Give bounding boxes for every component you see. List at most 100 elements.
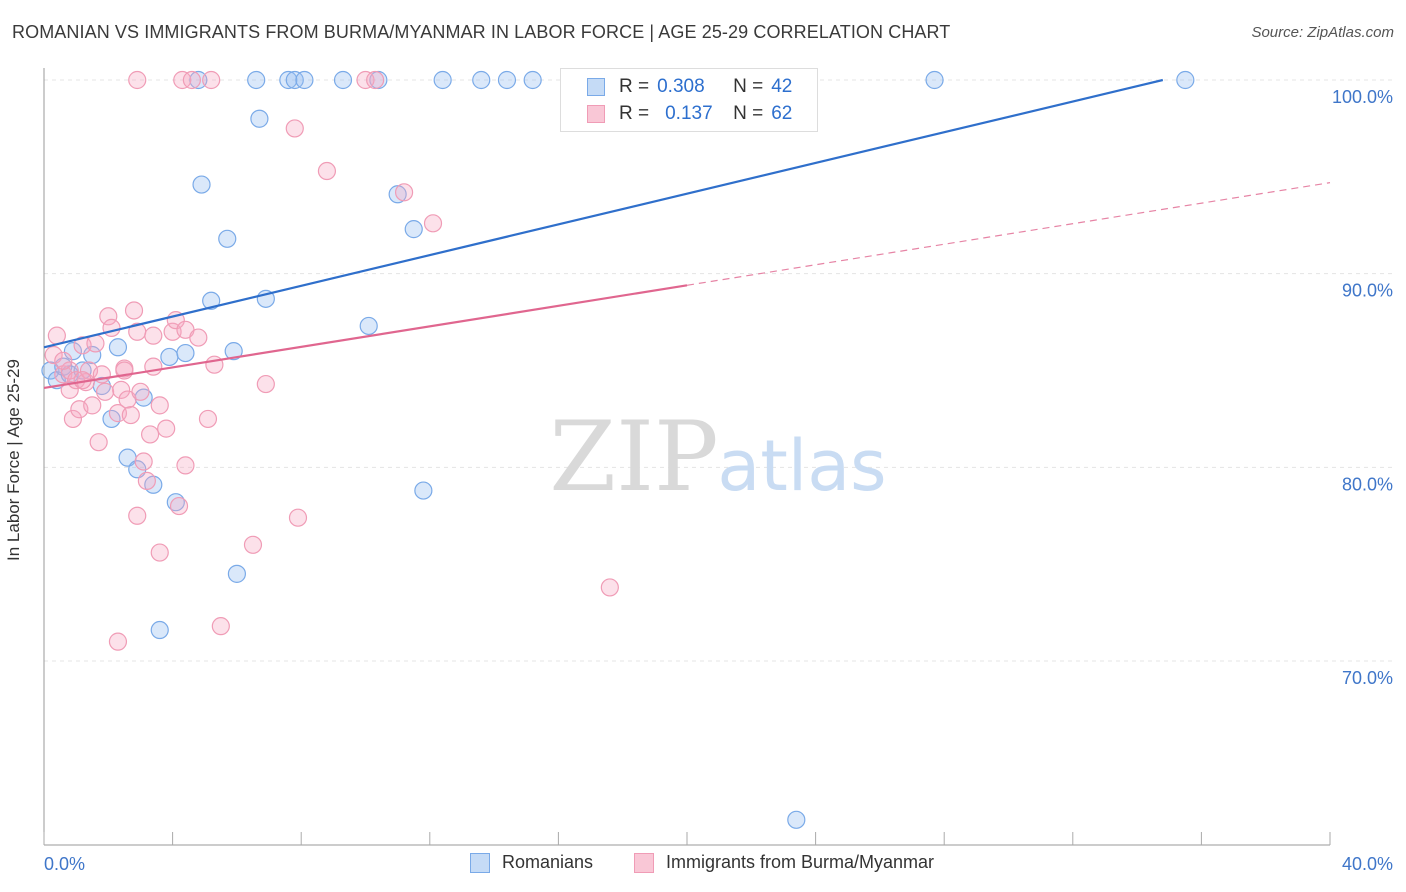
- burma-point: [150, 396, 169, 415]
- burma-point: [176, 456, 195, 475]
- burma-point: [423, 214, 443, 233]
- watermark-zip: ZIP: [549, 401, 718, 513]
- series-legend: Romanians Immigrants from Burma/Myanmar: [0, 850, 1406, 878]
- romanians-legend-label: Romanians: [502, 852, 594, 872]
- romanians-point: [472, 70, 491, 90]
- romanians-point: [925, 70, 944, 90]
- romanians-point: [189, 70, 208, 90]
- burma-point: [83, 396, 102, 415]
- watermark: ZIP atlas: [549, 401, 886, 513]
- source-label: Source: ZipAtlas.com: [1251, 24, 1394, 41]
- r-label: R =: [619, 76, 650, 97]
- romanians-point: [523, 70, 542, 90]
- x-tick-label-max: 40.0%: [1342, 854, 1393, 874]
- romanians-r-value: 0.308: [657, 76, 705, 97]
- stats-legend-row-burma: R = 0.137 N = 62: [561, 100, 792, 128]
- burma-point: [198, 409, 218, 429]
- burma-point: [157, 419, 176, 438]
- burma-point: [102, 318, 121, 337]
- watermark-atlas: atlas: [717, 425, 886, 507]
- burma-point: [317, 161, 337, 181]
- legend-item-burma[interactable]: Immigrants from Burma/Myanmar: [634, 852, 934, 873]
- y-tick-label: 90.0%: [1342, 281, 1393, 301]
- romanians-swatch: [587, 78, 605, 96]
- romanians-point: [414, 481, 433, 500]
- stats-legend: R = 0.308 N = 42 R = 0.137 N = 62: [560, 68, 818, 132]
- burma-point: [108, 632, 128, 651]
- romanians-point: [63, 342, 83, 361]
- burma-point: [44, 345, 63, 365]
- romanians-point: [279, 70, 298, 90]
- burma-legend-swatch: [634, 852, 654, 873]
- romanians-point: [108, 338, 128, 357]
- burma-point: [140, 425, 160, 444]
- romanians-point: [227, 564, 246, 583]
- burma-point: [144, 326, 163, 345]
- romanians-point: [224, 342, 243, 361]
- burma-point: [89, 433, 108, 452]
- burma-point: [366, 70, 385, 90]
- romanians-trend-line: [43, 78, 1164, 349]
- burma-point: [121, 405, 140, 425]
- burma-point: [124, 301, 144, 320]
- burma-trend-line: [43, 284, 688, 390]
- stats-legend-row-romanians: R = 0.308 N = 42: [561, 73, 792, 101]
- burma-point: [288, 508, 308, 527]
- romanians-point: [83, 345, 102, 365]
- y-axis-label: In Labor Force | Age 25-29: [4, 359, 23, 561]
- burma-point: [128, 506, 147, 525]
- burma-point: [169, 496, 189, 516]
- axes: [43, 68, 1331, 846]
- burma-point: [134, 452, 153, 471]
- romanians-point: [497, 70, 517, 90]
- burma-point: [63, 409, 83, 429]
- romanians-n-value: 42: [771, 76, 793, 97]
- legend-item-romanians[interactable]: Romanians: [470, 852, 593, 873]
- n-label: N =: [733, 103, 764, 124]
- burma-point: [128, 70, 147, 90]
- burma-point: [60, 380, 79, 399]
- burma-point: [144, 357, 163, 376]
- burma-point: [60, 361, 79, 380]
- burma-point: [600, 578, 619, 597]
- romanians-point: [333, 70, 353, 90]
- n-label: N =: [733, 76, 764, 97]
- burma-point: [202, 70, 221, 90]
- burma-point: [99, 307, 118, 326]
- burma-point: [182, 70, 201, 90]
- burma-point: [211, 617, 230, 636]
- romanians-point: [192, 175, 211, 194]
- burma-point: [54, 351, 73, 370]
- romanians-point: [73, 361, 92, 380]
- romanians-point: [1176, 70, 1195, 90]
- burma-point: [112, 380, 131, 399]
- burma-n-value: 62: [771, 103, 793, 124]
- burma-point: [173, 70, 192, 90]
- burma-trend-extension: [686, 182, 1331, 286]
- trend-lines: [43, 78, 1331, 390]
- grid-lines: [44, 79, 1395, 662]
- romanians-point: [250, 109, 269, 128]
- romanians-point: [285, 70, 304, 90]
- romanians-point: [134, 388, 153, 407]
- y-tick-label: 100.0%: [1332, 87, 1393, 107]
- burma-point: [394, 183, 414, 202]
- romanians-point: [787, 810, 806, 829]
- romanians-point: [388, 185, 407, 204]
- romanians-point: [160, 347, 179, 367]
- romanians-point: [150, 620, 169, 640]
- romanians-point: [433, 70, 452, 90]
- scatter-points: [41, 70, 1195, 829]
- burma-point: [356, 70, 375, 90]
- burma-point: [47, 326, 66, 345]
- chart-title: ROMANIAN VS IMMIGRANTS FROM BURMA/MYANMA…: [12, 22, 951, 42]
- r-label: R =: [619, 103, 650, 124]
- romanians-point: [359, 316, 378, 336]
- burma-swatch: [587, 105, 605, 123]
- burma-legend-label: Immigrants from Burma/Myanmar: [666, 852, 935, 872]
- burma-point: [243, 535, 263, 554]
- burma-point: [131, 382, 150, 401]
- burma-r-value: 0.137: [665, 103, 713, 124]
- romanians-point: [404, 220, 423, 239]
- romanians-point: [218, 229, 237, 248]
